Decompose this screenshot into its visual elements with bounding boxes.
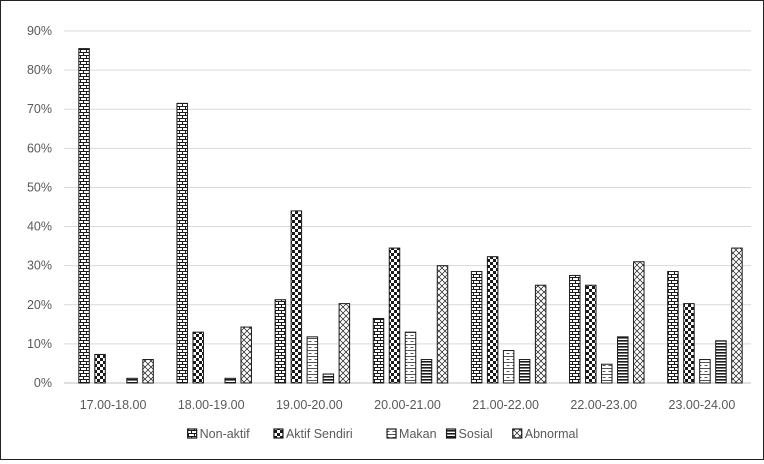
bar-makan-21-00-22-00 [502,350,515,384]
bar-aktif-sendiri-19-00-20-00 [290,210,303,384]
gridlines [64,30,751,384]
legend[interactable]: Non-aktif Aktif Sendiri Makan Sosial Abnorma… [187,427,579,441]
legend-item-abnormal[interactable]: Abnormal [512,427,579,441]
y-tick-label: 20% [27,298,52,312]
bar-aktif-sendiri-17-00-18-00 [94,353,106,384]
bar-sosial-17-00-18-00 [126,377,138,384]
bar-abnormal-17-00-18-00 [142,359,154,384]
y-tick-label: 0% [34,376,52,390]
y-tick-label: 90% [27,24,52,38]
legend-label: Makan [399,427,437,441]
bar-abnormal-23-00-24-00 [731,247,743,384]
x-tick-label: 20.00-21.00 [374,398,441,412]
y-tick-label: 60% [27,141,52,155]
x-axis-ticks: 17.00-18.00 18.00-19.00 19.00-20.00 20.00-2… [80,398,736,412]
legend-label: Sosial [459,427,493,441]
x-tick-label: 23.00-24.00 [669,398,736,412]
bar-aktif-sendiri-20-00-21-00 [388,247,401,384]
bar-sosial-22-00-23-00 [617,336,629,384]
bar-aktif-sendiri-21-00-22-00 [486,256,499,384]
bar-non-aktif-17-00-18-00 [78,48,90,384]
bar-sosial-21-00-22-00 [518,359,531,384]
bar-aktif-sendiri-23-00-24-00 [683,303,695,384]
y-tick-label: 30% [27,259,52,273]
bar-sosial-23-00-24-00 [715,340,727,384]
bar-makan-20-00-21-00 [404,331,417,384]
bar-non-aktif-20-00-21-00 [372,317,385,384]
x-tick-label: 22.00-23.00 [570,398,637,412]
x-tick-label: 21.00-22.00 [472,398,539,412]
bar-non-aktif-21-00-22-00 [470,271,483,384]
bar-abnormal-18-00-19-00 [240,326,252,384]
bar-sosial-20-00-21-00 [420,359,433,384]
y-tick-label: 70% [27,102,52,116]
y-tick-label: 50% [27,180,52,194]
bar-non-aktif-23-00-24-00 [667,271,679,384]
x-tick-label: 19.00-20.00 [276,398,343,412]
bar-sosial-19-00-20-00 [322,373,335,384]
legend-item-makan[interactable]: Makan [386,427,437,441]
bar-aktif-sendiri-22-00-23-00 [585,284,597,384]
legend-label: Aktif Sendiri [286,427,353,441]
bar-abnormal-20-00-21-00 [436,265,449,384]
x-tick-label: 18.00-19.00 [178,398,245,412]
legend-label: Non-aktif [200,427,251,441]
legend-swatch [386,428,397,439]
bar-makan-23-00-24-00 [699,359,711,384]
bar-non-aktif-22-00-23-00 [569,274,581,384]
legend-item-aktif-sendiri[interactable]: Aktif Sendiri [273,427,353,441]
bar-makan-19-00-20-00 [306,336,319,384]
bar-abnormal-21-00-22-00 [534,284,547,384]
y-axis-ticks: 0% 10% 20% 30% 40% 50% 60% 70% 80% 90% [27,24,52,390]
bar-non-aktif-18-00-19-00 [176,102,188,384]
legend-swatch [187,428,198,439]
bar-abnormal-22-00-23-00 [633,261,645,384]
bar-makan-22-00-23-00 [601,363,613,384]
legend-swatch [273,428,284,439]
legend-item-sosial[interactable]: Sosial [445,427,493,441]
y-tick-label: 10% [27,337,52,351]
legend-swatch [512,428,523,439]
bar-sosial-18-00-19-00 [224,377,236,384]
bar-aktif-sendiri-18-00-19-00 [192,331,204,384]
legend-item-non-aktif[interactable]: Non-aktif [187,427,251,441]
x-tick-label: 17.00-18.00 [80,398,147,412]
bar-non-aktif-19-00-20-00 [274,299,287,384]
y-tick-label: 40% [27,220,52,234]
legend-swatch [445,428,457,439]
bars [78,48,743,384]
bar-abnormal-19-00-20-00 [338,303,351,384]
legend-label: Abnormal [525,427,579,441]
y-tick-label: 80% [27,63,52,77]
